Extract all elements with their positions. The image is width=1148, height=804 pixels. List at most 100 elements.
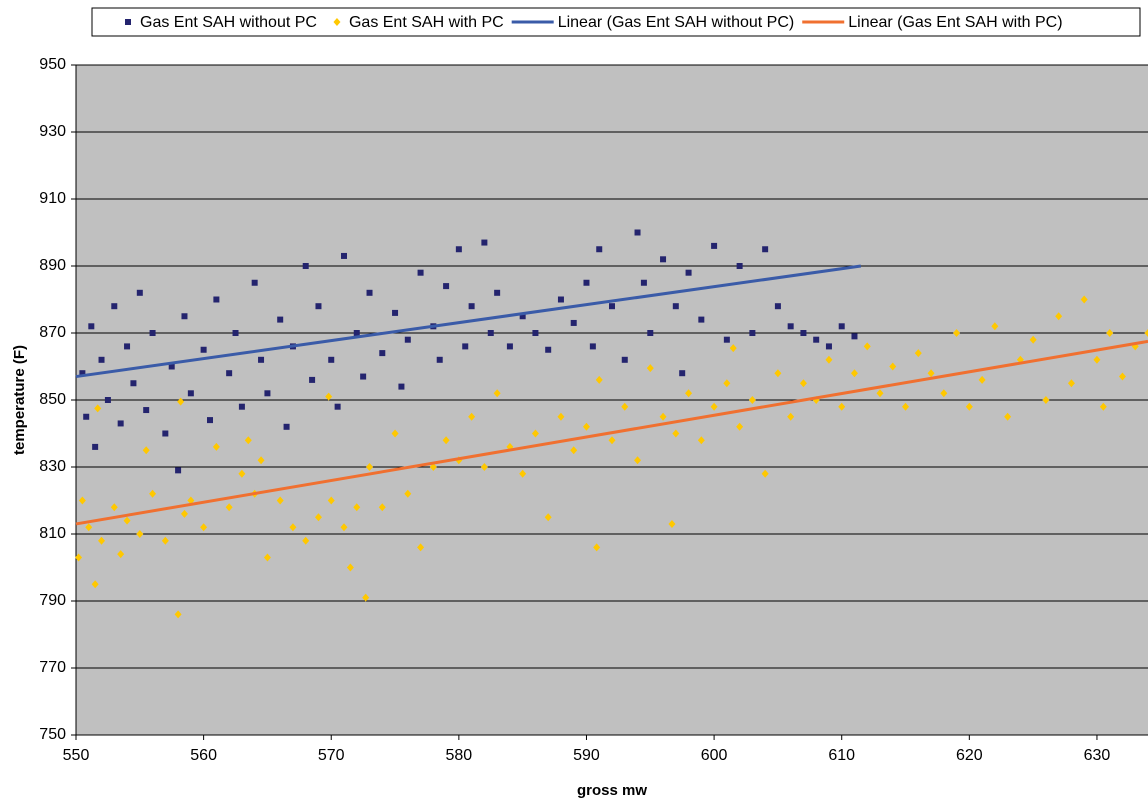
point [302,536,310,545]
point [729,344,737,353]
point [736,422,744,431]
point [582,422,590,431]
point [104,397,111,403]
legend-swatch [125,19,131,25]
point [787,412,795,421]
point [175,467,182,474]
y-tick-label: 810 [39,525,66,542]
point [1055,312,1063,321]
point [314,513,322,522]
point [487,330,494,336]
point [493,389,501,398]
y-axis-title: temperature (F) [11,345,28,455]
point [621,356,628,363]
point [75,553,83,562]
point [404,489,412,498]
point [398,383,405,390]
point [283,423,290,430]
point [825,343,832,350]
point [736,263,743,269]
point [429,463,437,471]
point [149,489,157,498]
point [162,430,169,437]
point [1004,412,1012,421]
point [761,469,769,478]
point [238,469,246,478]
point [436,356,443,363]
point [213,296,220,303]
point [225,503,233,512]
point [787,323,794,330]
point [187,496,195,505]
point [212,442,220,451]
point [334,403,341,410]
legend-label: Linear (Gas Ent SAH without PC) [558,14,795,31]
point [244,436,252,445]
point [98,536,106,545]
point [647,330,654,336]
point [851,333,858,340]
point [1099,402,1107,411]
point [328,356,335,363]
point [813,336,820,343]
legend-label: Gas Ent SAH without PC [140,14,317,31]
point [685,389,693,398]
point [391,429,399,438]
point [238,403,245,410]
x-tick-label: 590 [573,747,600,764]
point [200,346,207,353]
point [353,330,360,336]
point [94,404,102,413]
point [646,364,654,373]
point [634,229,641,236]
point [263,553,271,562]
point [480,463,488,471]
point [392,309,399,316]
y-tick-label: 750 [39,726,66,743]
point [596,246,603,253]
point [177,397,185,406]
point [570,446,578,455]
point [366,289,373,296]
point [258,356,265,363]
point [863,342,871,351]
x-tick-label: 620 [956,747,983,764]
point [557,412,565,421]
point [442,436,450,445]
point [341,252,347,259]
point [1080,295,1088,304]
point [1144,329,1148,337]
point [609,303,615,310]
point [123,516,131,525]
x-tick-label: 570 [318,747,345,764]
point [462,343,469,350]
point [468,303,475,310]
point [111,303,118,310]
y-tick-label: 870 [39,324,66,341]
y-tick-label: 930 [39,123,66,140]
x-tick-label: 610 [828,747,855,764]
point [1067,379,1075,388]
point [360,373,367,380]
point [838,323,845,330]
point [181,313,188,320]
point [85,523,93,532]
y-tick-label: 910 [39,190,66,207]
point [634,456,642,465]
point [800,330,807,336]
point [672,429,680,438]
trend-line [75,264,862,379]
point [660,256,667,263]
point [965,402,973,411]
point [378,503,386,512]
point [723,336,730,343]
point [621,402,629,411]
point [557,296,564,303]
x-tick-label: 630 [1084,747,1111,764]
y-tick-label: 790 [39,592,66,609]
x-tick-label: 600 [701,747,728,764]
point [1118,372,1126,381]
point [124,343,131,350]
point [1029,335,1037,344]
point [825,355,833,364]
